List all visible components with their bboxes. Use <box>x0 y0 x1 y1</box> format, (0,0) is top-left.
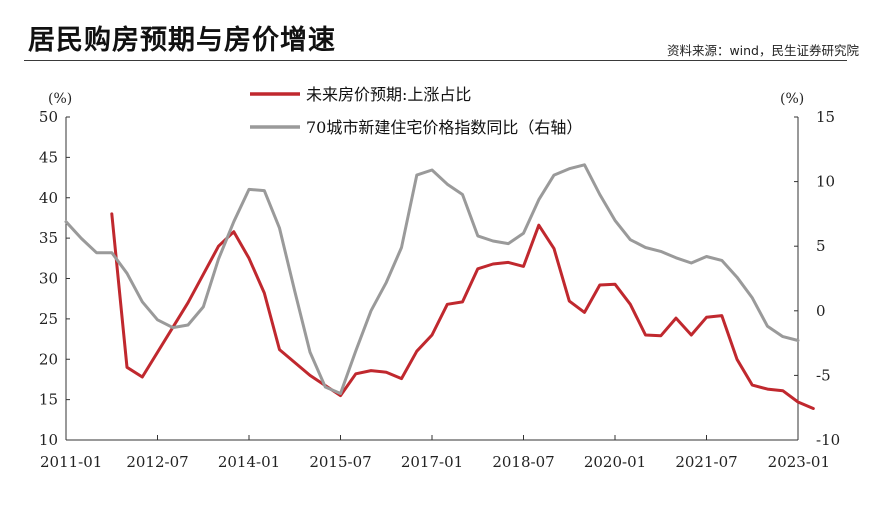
right-tick-label: 15 <box>816 108 835 126</box>
x-tick-label: 2021-07 <box>675 453 737 471</box>
series-line-price-index <box>64 163 800 395</box>
left-unit-label: (%) <box>48 91 72 107</box>
x-tick-label: 2012-07 <box>126 453 188 471</box>
left-tick-label: 50 <box>39 108 58 126</box>
axes-group: (%) (%) 10 15 20 25 30 35 40 45 50 -10 -5 0 5 10 15 2011-… <box>39 91 840 471</box>
left-tick-label: 20 <box>39 350 58 368</box>
legend-label: 未来房价预期:上涨占比 <box>306 85 471 104</box>
header-divider <box>24 60 847 61</box>
legend: 未来房价预期:上涨占比 70城市新建住宅价格指数同比（右轴） <box>250 85 582 137</box>
left-tick-label: 25 <box>39 310 58 328</box>
x-tick-label: 2020-01 <box>584 453 646 471</box>
left-tick-label: 40 <box>39 189 58 207</box>
left-tick-label: 45 <box>39 148 58 166</box>
right-tick-label: 10 <box>816 173 835 191</box>
source-note: 资料来源：wind，民生证券研究院 <box>666 43 859 58</box>
left-tick-label: 10 <box>39 431 58 449</box>
left-tick-label: 30 <box>39 270 58 288</box>
x-tick-label: 2014-01 <box>218 453 280 471</box>
right-unit-label: (%) <box>780 91 804 107</box>
x-tick-label: 2018-07 <box>492 453 554 471</box>
legend-label: 70城市新建住宅价格指数同比（右轴） <box>306 118 582 137</box>
x-tick-label: 2017-01 <box>401 453 463 471</box>
right-tick-label: 0 <box>816 302 826 320</box>
right-tick-label: -5 <box>816 366 831 384</box>
left-tick-label: 15 <box>39 391 58 409</box>
chart-title: 居民购房预期与房价增速 <box>28 25 336 56</box>
series-group <box>64 163 815 410</box>
series-line-expectation <box>110 212 815 410</box>
right-tick-label: -10 <box>816 431 840 449</box>
x-tick-label: 2015-07 <box>309 453 371 471</box>
x-tick-label: 2023-01 <box>768 453 830 471</box>
left-tick-label: 35 <box>39 229 58 247</box>
x-tick-label: 2011-01 <box>40 453 102 471</box>
right-tick-label: 5 <box>816 237 826 255</box>
